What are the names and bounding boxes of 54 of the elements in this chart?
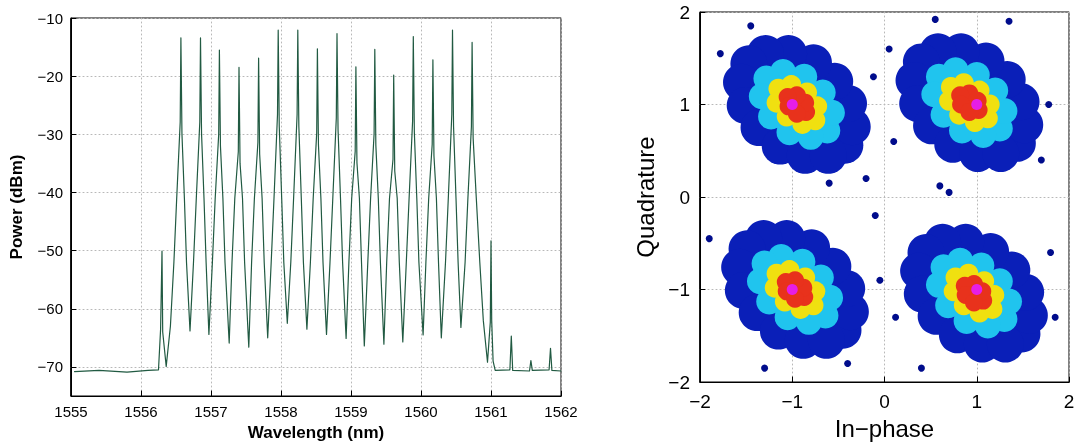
point — [1047, 249, 1055, 256]
y-tick-label: 0 — [679, 186, 690, 208]
point — [786, 99, 798, 110]
point — [971, 99, 983, 110]
x-tick-label: 0 — [879, 391, 890, 412]
y-axis-title: Power (dBm) — [7, 154, 26, 260]
point — [844, 360, 852, 367]
x-axis-title: Wavelength (nm) — [247, 422, 385, 442]
point — [869, 73, 877, 81]
point — [761, 364, 769, 372]
x-tick-label: 2 — [1063, 391, 1075, 412]
y-tick-label: 1 — [679, 94, 690, 115]
x-tick-label: 1556 — [124, 403, 158, 420]
point — [1051, 313, 1059, 321]
y-tick-label: −40 — [37, 183, 63, 201]
x-tick-label: −1 — [781, 391, 804, 412]
point — [876, 276, 884, 284]
point — [716, 50, 724, 58]
point — [747, 22, 755, 30]
x-tick-label: 1558 — [264, 403, 298, 420]
point — [945, 188, 953, 196]
point — [917, 364, 925, 372]
y-tick-label: −70 — [37, 358, 63, 376]
point — [705, 235, 713, 243]
point — [871, 212, 879, 219]
y-tick-label: −60 — [37, 300, 63, 318]
point — [786, 284, 798, 295]
x-tick-label: 1 — [971, 391, 983, 412]
y-tick-label: −10 — [37, 9, 63, 27]
point — [1037, 156, 1045, 164]
point — [931, 15, 939, 23]
y-tick-label: −20 — [37, 67, 63, 85]
x-tick-label: 1560 — [404, 403, 438, 420]
y-tick-label: 2 — [679, 1, 690, 23]
point — [1005, 17, 1013, 25]
x-tick-label: 1559 — [334, 403, 368, 420]
x-tick-label: 1555 — [54, 403, 88, 420]
x-tick-label: 1557 — [194, 403, 228, 420]
x-tick-label: 1561 — [474, 403, 508, 420]
x-tick-label: 1562 — [544, 403, 578, 420]
point — [890, 138, 898, 145]
y-axis-title: Quadrature — [631, 136, 659, 258]
line-series — [73, 29, 562, 373]
point — [825, 179, 833, 187]
y-tick-label: −50 — [37, 242, 63, 260]
point — [936, 182, 944, 190]
point — [892, 313, 900, 321]
y-tick-label: −30 — [37, 125, 63, 143]
y-tick-label: −1 — [668, 279, 690, 300]
y-tick-label: −2 — [668, 371, 690, 393]
x-axis-title: In−phase — [834, 414, 935, 442]
point — [1045, 101, 1053, 108]
point — [862, 175, 870, 182]
point — [971, 284, 983, 295]
